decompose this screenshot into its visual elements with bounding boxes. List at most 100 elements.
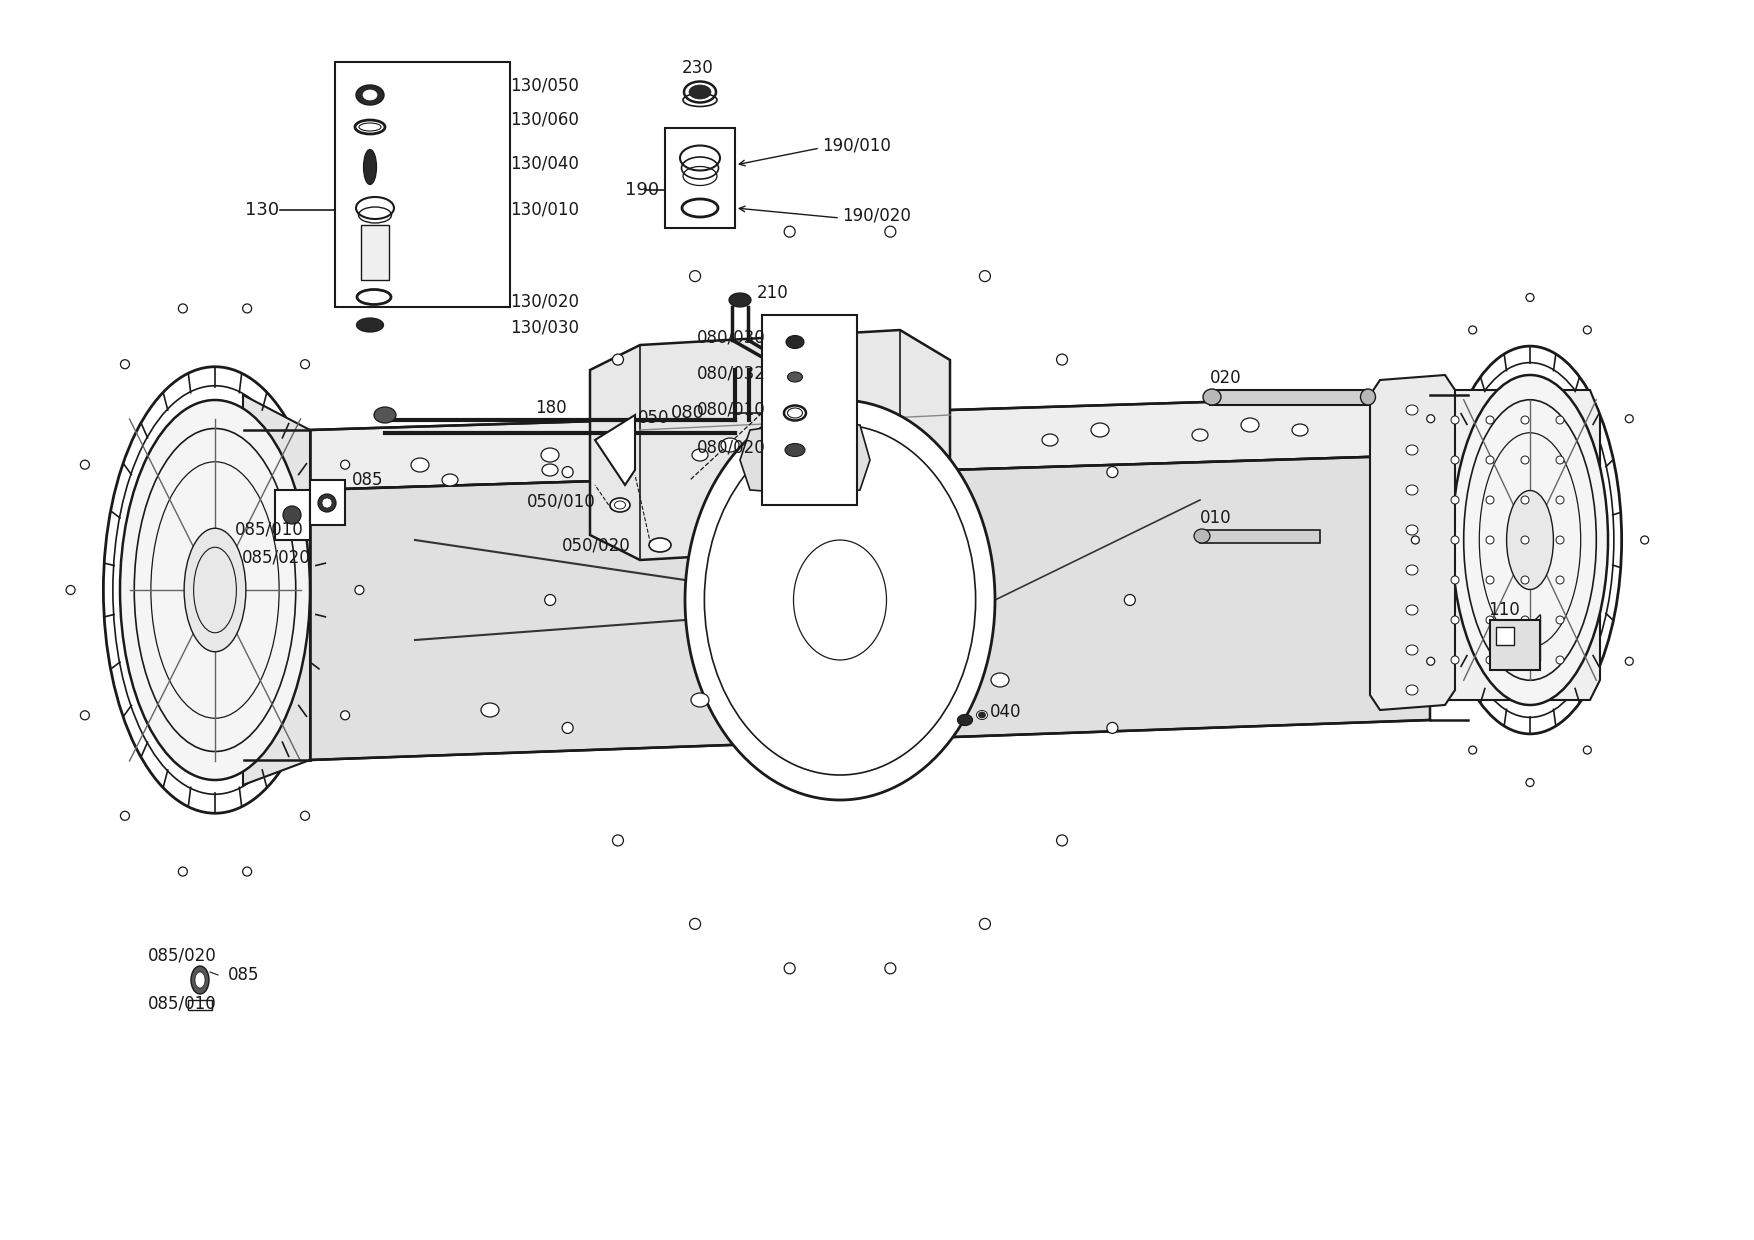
- Ellipse shape: [1468, 326, 1477, 334]
- Ellipse shape: [1526, 779, 1535, 786]
- Ellipse shape: [1042, 434, 1058, 446]
- Ellipse shape: [979, 712, 986, 718]
- Ellipse shape: [1194, 529, 1210, 543]
- Ellipse shape: [1451, 616, 1459, 624]
- Ellipse shape: [67, 585, 75, 594]
- Text: 085: 085: [228, 966, 260, 985]
- Ellipse shape: [81, 711, 89, 719]
- Ellipse shape: [1521, 456, 1529, 464]
- Ellipse shape: [612, 355, 623, 365]
- Ellipse shape: [689, 86, 710, 99]
- Ellipse shape: [1556, 616, 1565, 624]
- Ellipse shape: [542, 464, 558, 476]
- Ellipse shape: [977, 711, 988, 719]
- Text: 085: 085: [353, 471, 384, 489]
- Ellipse shape: [721, 438, 738, 453]
- Ellipse shape: [1407, 605, 1417, 615]
- Ellipse shape: [356, 317, 384, 332]
- Ellipse shape: [693, 449, 709, 461]
- Text: 085/010: 085/010: [147, 994, 217, 1012]
- Ellipse shape: [1556, 415, 1565, 424]
- Ellipse shape: [121, 811, 130, 821]
- Bar: [1489, 620, 1540, 670]
- Ellipse shape: [730, 293, 751, 308]
- Ellipse shape: [179, 867, 188, 875]
- Text: 130/030: 130/030: [510, 319, 579, 337]
- Bar: [188, 999, 212, 1011]
- Ellipse shape: [119, 401, 310, 780]
- Ellipse shape: [340, 460, 349, 469]
- Ellipse shape: [374, 407, 396, 423]
- Text: 190/020: 190/020: [842, 206, 910, 224]
- Ellipse shape: [540, 448, 560, 463]
- Ellipse shape: [649, 538, 672, 552]
- Text: 130/010: 130/010: [510, 201, 579, 219]
- Polygon shape: [595, 415, 635, 485]
- Ellipse shape: [1486, 577, 1494, 584]
- Text: 050/010: 050/010: [526, 494, 596, 511]
- Polygon shape: [275, 490, 310, 539]
- Ellipse shape: [1486, 496, 1494, 503]
- Text: 085/020: 085/020: [242, 549, 310, 567]
- Text: 130/060: 130/060: [510, 112, 579, 129]
- Text: 130/050: 130/050: [510, 76, 579, 94]
- Ellipse shape: [1426, 414, 1435, 423]
- Polygon shape: [1370, 374, 1456, 711]
- Ellipse shape: [1468, 746, 1477, 754]
- Ellipse shape: [1521, 536, 1529, 544]
- Text: 085/020: 085/020: [147, 947, 217, 965]
- Polygon shape: [1210, 391, 1370, 405]
- Ellipse shape: [561, 466, 574, 477]
- Ellipse shape: [1451, 577, 1459, 584]
- Ellipse shape: [242, 304, 251, 312]
- Ellipse shape: [1486, 415, 1494, 424]
- Ellipse shape: [1193, 429, 1209, 441]
- Bar: [361, 224, 389, 280]
- Ellipse shape: [545, 594, 556, 605]
- Ellipse shape: [979, 270, 991, 281]
- Ellipse shape: [1584, 326, 1591, 334]
- Text: 230: 230: [682, 60, 714, 77]
- Ellipse shape: [356, 86, 384, 105]
- Ellipse shape: [1107, 466, 1117, 477]
- Ellipse shape: [884, 962, 896, 973]
- Ellipse shape: [1556, 656, 1565, 663]
- Ellipse shape: [1293, 424, 1308, 436]
- Ellipse shape: [81, 460, 89, 469]
- Ellipse shape: [1407, 485, 1417, 495]
- Text: 020: 020: [1210, 370, 1242, 387]
- Ellipse shape: [1407, 645, 1417, 655]
- Text: 080/032: 080/032: [696, 365, 766, 383]
- Ellipse shape: [1412, 536, 1419, 544]
- Ellipse shape: [1451, 415, 1459, 424]
- Ellipse shape: [1407, 405, 1417, 415]
- Ellipse shape: [788, 372, 803, 382]
- Polygon shape: [244, 396, 310, 785]
- Ellipse shape: [1521, 496, 1529, 503]
- Text: 190: 190: [624, 181, 660, 198]
- Ellipse shape: [786, 336, 803, 348]
- Ellipse shape: [1451, 456, 1459, 464]
- Ellipse shape: [1626, 657, 1633, 666]
- Text: 210: 210: [758, 284, 789, 303]
- Text: 010: 010: [1200, 508, 1231, 527]
- Ellipse shape: [300, 811, 309, 821]
- Ellipse shape: [1556, 577, 1565, 584]
- Ellipse shape: [610, 498, 630, 512]
- Ellipse shape: [1407, 445, 1417, 455]
- Ellipse shape: [691, 693, 709, 707]
- Text: 130/020: 130/020: [510, 293, 579, 311]
- Ellipse shape: [1451, 656, 1459, 663]
- Ellipse shape: [442, 474, 458, 486]
- Text: 050/020: 050/020: [561, 536, 631, 554]
- Polygon shape: [1200, 529, 1321, 543]
- Ellipse shape: [1521, 656, 1529, 663]
- Ellipse shape: [354, 585, 363, 594]
- Text: 050: 050: [638, 409, 670, 427]
- Ellipse shape: [1451, 496, 1459, 503]
- Ellipse shape: [1438, 346, 1622, 734]
- Ellipse shape: [1556, 496, 1565, 503]
- Ellipse shape: [1556, 456, 1565, 464]
- Ellipse shape: [612, 835, 623, 846]
- Ellipse shape: [1203, 389, 1221, 405]
